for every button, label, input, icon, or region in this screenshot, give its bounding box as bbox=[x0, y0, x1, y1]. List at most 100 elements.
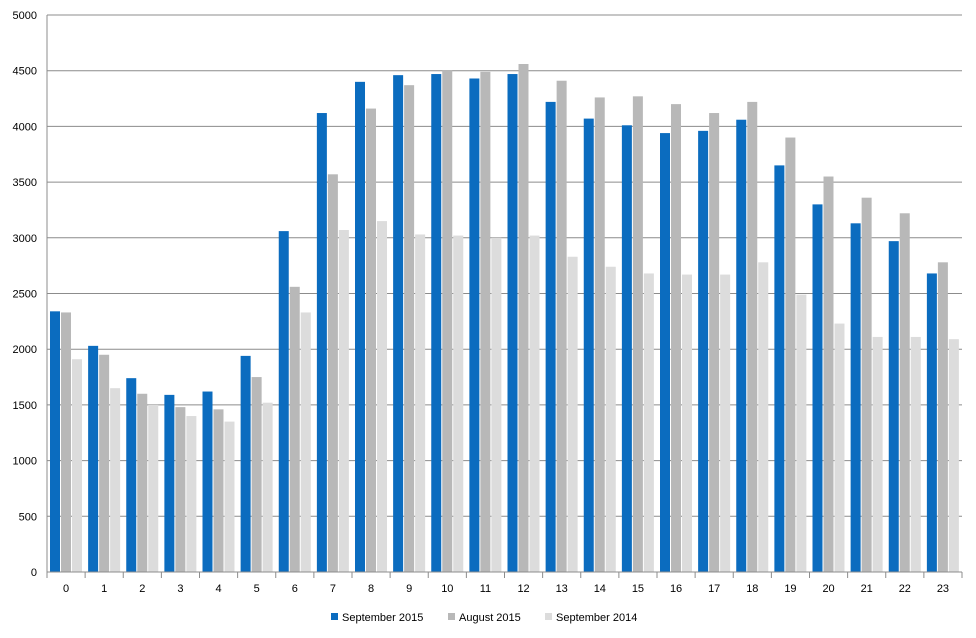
y-tick-label: 2500 bbox=[13, 289, 37, 301]
bar: September 2015 23: 2680 bbox=[926, 273, 937, 572]
x-tick-label: 11 bbox=[480, 583, 491, 595]
y-tick-label: 3500 bbox=[13, 177, 37, 189]
bar: September 2015 7: 4120 bbox=[316, 113, 327, 573]
bar: September 2014 5: 1520 bbox=[262, 402, 273, 572]
bar: September 2014 14: 2740 bbox=[605, 266, 616, 572]
bar: September 2014 1: 1650 bbox=[110, 388, 121, 572]
x-tick-label: 18 bbox=[746, 583, 758, 595]
bar: September 2015 13: 4220 bbox=[545, 101, 556, 572]
x-tick-label: 7 bbox=[330, 583, 336, 595]
bar: August 2015 7: 3570 bbox=[327, 174, 338, 572]
x-tick-label: 2 bbox=[139, 583, 145, 595]
x-tick-label: 6 bbox=[292, 583, 298, 595]
legend: September 2015 August 2015 September 2014 bbox=[331, 612, 637, 624]
bar: August 2015 12: 4560 bbox=[518, 64, 529, 573]
y-tick-label: 4500 bbox=[13, 66, 37, 78]
bar: August 2015 20: 3550 bbox=[823, 176, 834, 572]
bar: September 2014 2: 1500 bbox=[148, 404, 159, 572]
y-tick-label: 1000 bbox=[13, 456, 37, 468]
x-tick-label: 15 bbox=[632, 583, 644, 595]
bar: September 2014 23: 2090 bbox=[948, 339, 959, 572]
x-tick-label: 0 bbox=[63, 583, 69, 595]
bar: August 2015 15: 4270 bbox=[632, 96, 643, 573]
bar: August 2015 13: 4410 bbox=[556, 80, 567, 572]
bar: August 2015 16: 4200 bbox=[671, 104, 681, 573]
bar: September 2014 9: 3030 bbox=[415, 234, 426, 572]
x-tick-label: 3 bbox=[177, 583, 183, 595]
x-tick-label: 8 bbox=[368, 583, 374, 595]
gridlines bbox=[47, 14, 962, 573]
bar: September 2014 22: 2110 bbox=[910, 336, 921, 572]
bar: September 2015 17: 3960 bbox=[698, 130, 709, 572]
bar: September 2015 2: 1740 bbox=[126, 378, 137, 572]
y-tick-label: 1500 bbox=[13, 400, 37, 412]
x-tick-label: 1 bbox=[101, 583, 107, 595]
legend-label: September 2014 bbox=[556, 612, 637, 624]
bar: September 2014 15: 2680 bbox=[643, 273, 654, 572]
bar: September 2014 8: 3150 bbox=[377, 221, 387, 572]
y-tick-label: 0 bbox=[31, 567, 37, 579]
bar: August 2015 8: 4160 bbox=[366, 108, 376, 573]
bar: August 2015 22: 3220 bbox=[899, 213, 910, 573]
bar: September 2014 16: 2670 bbox=[682, 274, 692, 572]
bar: September 2014 20: 2230 bbox=[834, 323, 845, 572]
bar: August 2015 6: 2560 bbox=[289, 286, 300, 572]
bar: August 2015 11: 4490 bbox=[480, 71, 491, 573]
bar: September 2015 12: 4470 bbox=[507, 74, 518, 573]
legend-swatch bbox=[331, 613, 338, 620]
bar: September 2015 22: 2970 bbox=[888, 241, 899, 572]
bar: September 2015 8: 4400 bbox=[355, 81, 365, 572]
bar: August 2015 3: 1480 bbox=[175, 407, 186, 572]
x-tick-label: 16 bbox=[670, 583, 682, 595]
y-tick-label: 2000 bbox=[13, 344, 37, 356]
bar: September 2014 17: 2670 bbox=[720, 274, 731, 572]
bar: August 2015 1: 1950 bbox=[99, 354, 110, 572]
x-tick-label: 13 bbox=[556, 583, 568, 595]
bar: September 2015 4: 1620 bbox=[202, 391, 213, 572]
bar: August 2015 5: 1750 bbox=[251, 377, 262, 572]
bar: September 2015 9: 4460 bbox=[393, 75, 404, 572]
x-tick-label: 10 bbox=[441, 583, 453, 595]
bar: August 2015 17: 4120 bbox=[709, 113, 720, 573]
x-tick-label: 14 bbox=[594, 583, 606, 595]
bar: August 2015 10: 4500 bbox=[442, 70, 453, 572]
x-tick-label: 23 bbox=[937, 583, 949, 595]
bar: September 2014 7: 3070 bbox=[338, 230, 349, 572]
x-tick-label: 4 bbox=[216, 583, 222, 595]
bar: September 2014 0: 1910 bbox=[72, 359, 82, 572]
bars: September 2015 0: 2340 September 2015 1: … bbox=[50, 64, 959, 573]
bar: September 2014 10: 3020 bbox=[453, 235, 464, 572]
legend-swatch bbox=[448, 613, 455, 620]
bar: September 2014 19: 2490 bbox=[796, 294, 807, 572]
bar: September 2015 6: 3060 bbox=[278, 231, 289, 572]
bar: September 2014 6: 2330 bbox=[300, 312, 311, 572]
bar: September 2014 11: 3000 bbox=[491, 237, 502, 573]
y-tick-label: 3000 bbox=[13, 233, 37, 245]
bar: August 2015 14: 4260 bbox=[594, 97, 605, 572]
y-tick-label: 5000 bbox=[13, 10, 37, 22]
bar: September 2015 5: 1940 bbox=[240, 355, 251, 572]
bar: September 2015 16: 3940 bbox=[660, 133, 670, 573]
bar: September 2015 15: 4010 bbox=[621, 125, 632, 572]
y-tick-label: 500 bbox=[19, 511, 37, 523]
bar: September 2015 18: 4060 bbox=[736, 119, 747, 572]
legend-label: September 2015 bbox=[342, 612, 423, 624]
bar: September 2015 0: 2340 bbox=[50, 311, 60, 572]
bar: August 2015 2: 1600 bbox=[137, 393, 148, 572]
bar: September 2015 20: 3300 bbox=[812, 204, 823, 572]
x-tick-label: 5 bbox=[254, 583, 260, 595]
bar: August 2015 9: 4370 bbox=[404, 85, 415, 572]
x-tick-label: 22 bbox=[899, 583, 911, 595]
bar: August 2015 21: 3360 bbox=[861, 197, 872, 573]
bar: August 2015 0: 2330 bbox=[61, 312, 71, 572]
bar: September 2015 3: 1590 bbox=[164, 394, 175, 572]
bar: September 2015 11: 4430 bbox=[469, 78, 480, 573]
bar: September 2014 12: 3020 bbox=[529, 235, 540, 572]
x-tick-label: 21 bbox=[861, 583, 873, 595]
legend-swatch bbox=[545, 613, 552, 620]
bar: September 2015 1: 2030 bbox=[88, 345, 99, 572]
x-tick-label: 20 bbox=[822, 583, 834, 595]
bar: August 2015 18: 4220 bbox=[747, 101, 758, 572]
bar: September 2015 14: 4070 bbox=[583, 118, 594, 573]
